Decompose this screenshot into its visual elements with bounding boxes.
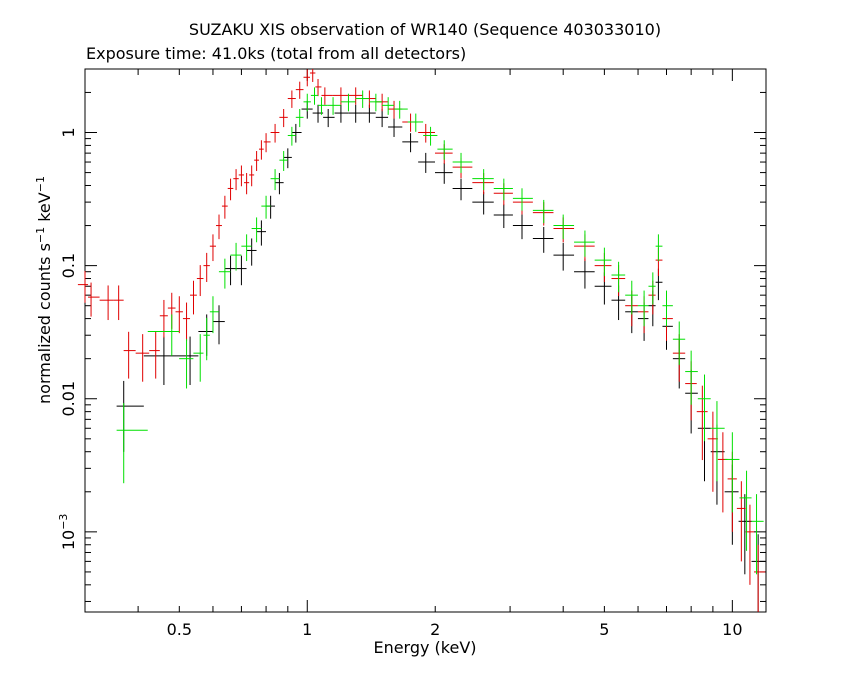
x-tick-label: 10 [722, 620, 742, 639]
y-axis-label-sup1: −1 [33, 226, 47, 244]
y-axis-label: normalized counts s−1 keV−1 [30, 120, 58, 460]
y-tick-label: 0.01 [59, 381, 78, 417]
x-tick-label: 1 [302, 620, 312, 639]
axis-tick-labels: 0.5 1 2 5 10 1 0.1 0.01 10−3 [57, 127, 743, 639]
y-axis-label-text: normalized counts s−1 keV−1 [34, 176, 54, 404]
y-tick-label: 1 [59, 127, 78, 137]
data-series [77, 69, 766, 612]
x-tick-label: 5 [599, 620, 609, 639]
chart-title: SUZAKU XIS observation of WR140 (Sequenc… [188, 20, 662, 39]
y-axis-label-sup2: −1 [33, 176, 47, 193]
y-tick-label: 10−3 [57, 514, 78, 551]
series-2 [116, 87, 764, 575]
x-tick-label: 0.5 [167, 620, 192, 639]
series-1 [77, 69, 766, 612]
y-tick-label: 0.1 [59, 253, 78, 278]
x-axis-label: Energy (keV) [373, 638, 477, 657]
plot-frame [84, 68, 767, 613]
axis-ticks [84, 68, 766, 612]
chart-subtitle: Exposure time: 41.0ks (total from all de… [86, 44, 467, 63]
y-axis-label-mid: keV [35, 192, 55, 227]
y-axis-label-main: normalized counts s [35, 243, 55, 404]
x-tick-label: 2 [430, 620, 440, 639]
series-0 [116, 100, 766, 612]
